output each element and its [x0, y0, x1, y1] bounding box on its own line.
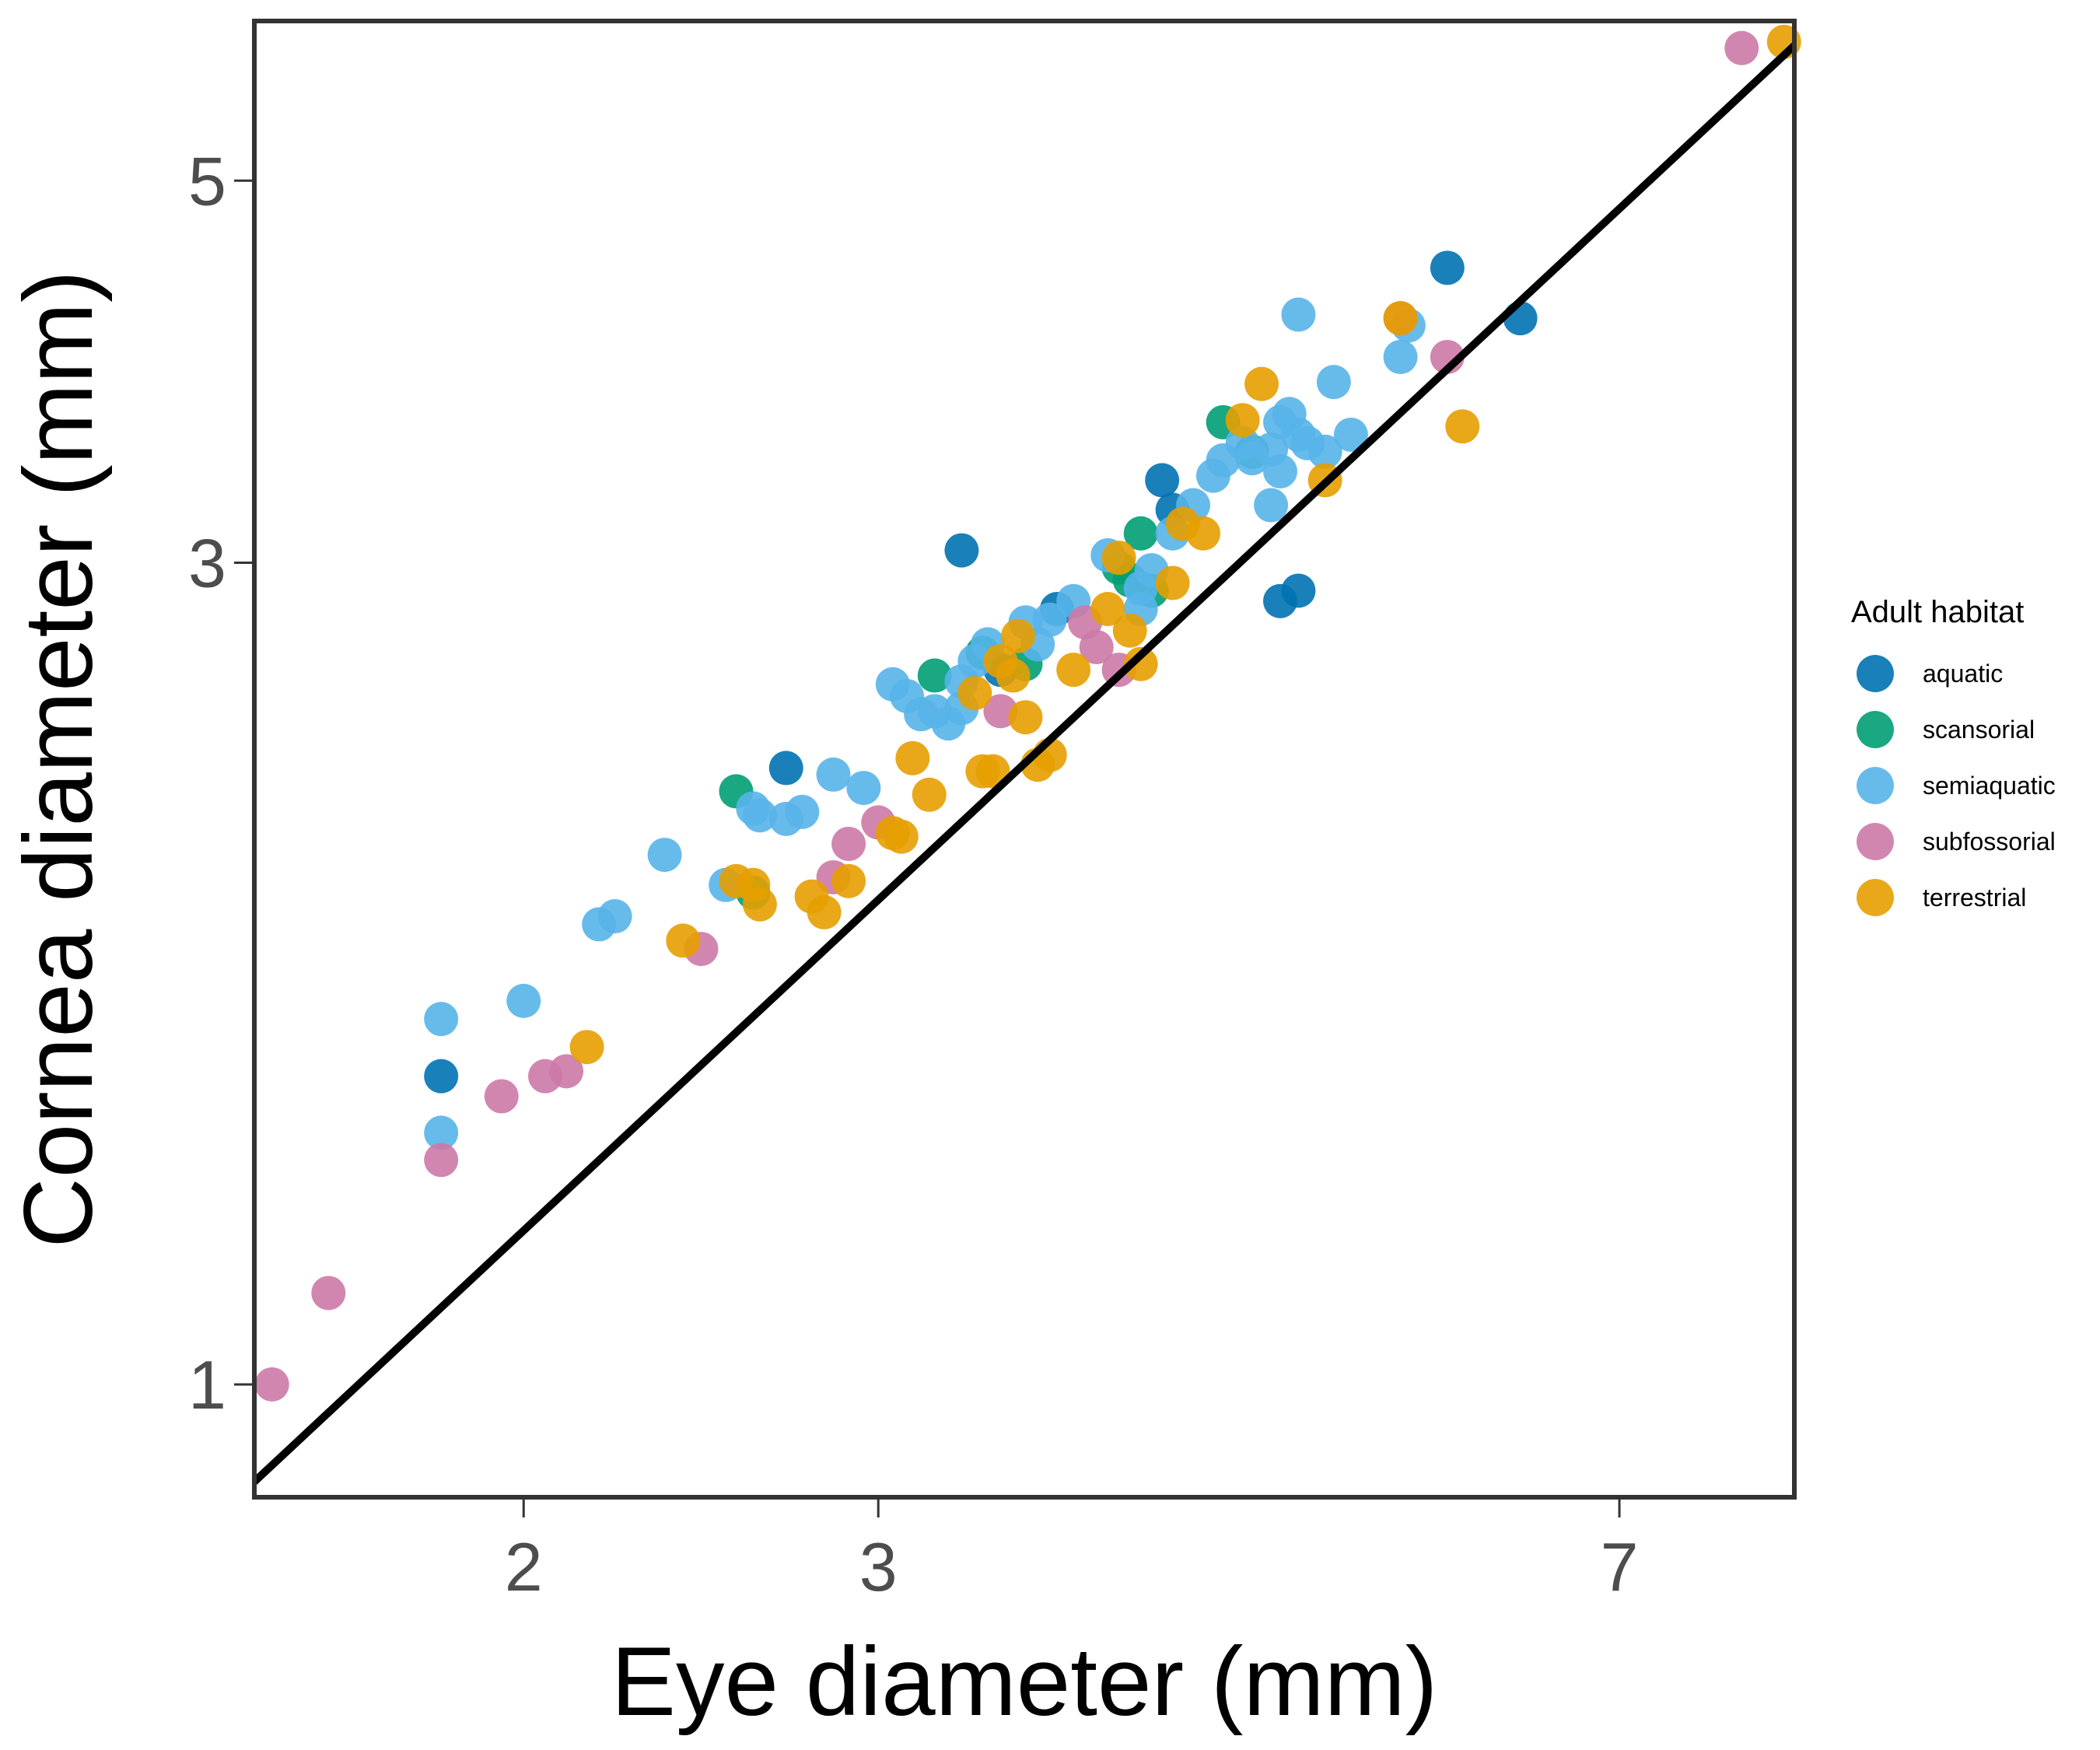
- legend-items: aquatic scansorial semiaquatic subfossorial…: [1857, 655, 2056, 916]
- data-point-terrestrial: [1090, 592, 1125, 627]
- legend-label-terrestrial: terrestrial: [1923, 884, 2026, 912]
- data-points: [254, 24, 1801, 1402]
- legend-title: Adult habitat: [1851, 595, 2024, 629]
- data-point-subfossorial: [254, 1367, 289, 1402]
- x-axis-ticks: 2 3 7: [505, 1497, 1639, 1605]
- data-point-semiaquatic: [1262, 453, 1297, 488]
- data-point-terrestrial: [569, 1030, 604, 1065]
- data-point-terrestrial: [996, 658, 1031, 693]
- y-tick-label: 3: [188, 525, 226, 602]
- y-tick-label: 1: [188, 1346, 226, 1423]
- data-point-subfossorial: [831, 826, 866, 861]
- legend-key-aquatic: [1857, 655, 1894, 692]
- legend-key-terrestrial: [1857, 879, 1894, 916]
- data-point-semiaquatic: [1307, 434, 1342, 469]
- x-tick-label: 7: [1601, 1528, 1639, 1605]
- data-point-terrestrial: [807, 894, 842, 929]
- data-point-subfossorial: [549, 1054, 584, 1089]
- data-point-subfossorial: [1079, 629, 1114, 664]
- data-point-semiaquatic: [1316, 365, 1351, 400]
- legend-label-scansorial: scansorial: [1923, 716, 2035, 744]
- data-point-semiaquatic: [846, 771, 881, 806]
- data-point-scansorial: [1123, 516, 1158, 551]
- data-point-subfossorial: [311, 1276, 346, 1311]
- data-point-aquatic: [1145, 463, 1180, 498]
- data-point-terrestrial: [957, 676, 992, 711]
- legend-label-subfossorial: subfossorial: [1923, 828, 2056, 856]
- data-point-semiaquatic: [424, 1115, 459, 1150]
- x-tick-label: 3: [859, 1528, 898, 1605]
- data-point-aquatic: [944, 533, 979, 568]
- data-point-semiaquatic: [1123, 571, 1158, 606]
- x-axis-title: Eye diameter (mm): [611, 1628, 1438, 1736]
- legend: Adult habitat aquatic scansorial semiaquat…: [1851, 595, 2056, 916]
- data-point-terrestrial: [895, 740, 930, 775]
- data-point-terrestrial: [1225, 403, 1260, 438]
- data-point-terrestrial: [1445, 409, 1480, 444]
- data-point-semiaquatic: [506, 983, 541, 1018]
- data-point-terrestrial: [1155, 565, 1190, 600]
- data-point-terrestrial: [1383, 301, 1418, 336]
- data-point-semiaquatic: [1281, 297, 1316, 332]
- data-point-aquatic: [1430, 250, 1465, 285]
- y-axis-title: Cornea diameter (mm): [5, 270, 113, 1248]
- data-point-aquatic: [424, 1059, 459, 1094]
- data-point-terrestrial: [742, 887, 777, 922]
- data-point-subfossorial: [424, 1143, 459, 1178]
- data-point-terrestrial: [1056, 653, 1091, 688]
- legend-key-subfossorial: [1857, 823, 1894, 860]
- x-tick-label: 2: [505, 1528, 543, 1605]
- data-point-subfossorial: [484, 1079, 519, 1114]
- data-point-semiaquatic: [1333, 417, 1368, 452]
- data-point-terrestrial: [912, 777, 947, 812]
- data-point-aquatic: [1281, 573, 1316, 608]
- data-point-semiaquatic: [1383, 339, 1418, 374]
- data-point-subfossorial: [1724, 30, 1759, 65]
- data-point-semiaquatic: [785, 794, 820, 829]
- regression-line: [251, 42, 1797, 1485]
- data-point-terrestrial: [1008, 700, 1043, 735]
- plot-frame: [252, 19, 1797, 1500]
- data-point-scansorial: [917, 658, 952, 693]
- data-point-terrestrial: [1000, 618, 1035, 653]
- data-point-aquatic: [768, 751, 803, 786]
- legend-label-aquatic: aquatic: [1923, 660, 2003, 688]
- legend-key-scansorial: [1857, 711, 1894, 748]
- data-point-terrestrial: [1123, 646, 1158, 681]
- data-point-semiaquatic: [647, 838, 682, 873]
- data-point-terrestrial: [666, 923, 701, 958]
- data-point-semiaquatic: [816, 757, 851, 792]
- data-point-terrestrial: [1112, 613, 1147, 648]
- legend-key-semiaquatic: [1857, 767, 1894, 804]
- data-point-terrestrial: [719, 863, 754, 898]
- legend-label-semiaquatic: semiaquatic: [1923, 772, 2056, 800]
- data-point-terrestrial: [831, 863, 866, 898]
- data-point-semiaquatic: [1254, 488, 1289, 523]
- data-point-semiaquatic: [424, 1002, 459, 1037]
- data-point-terrestrial: [1186, 516, 1221, 551]
- data-point-terrestrial: [884, 819, 919, 854]
- y-tick-label: 5: [188, 142, 226, 219]
- y-axis-ticks: 1 3 5: [188, 142, 254, 1423]
- data-point-semiaquatic: [597, 899, 632, 934]
- regression-line-layer: [251, 42, 1797, 1485]
- data-point-terrestrial: [1244, 366, 1279, 401]
- data-point-semiaquatic: [742, 798, 777, 833]
- data-point-terrestrial: [1101, 541, 1136, 576]
